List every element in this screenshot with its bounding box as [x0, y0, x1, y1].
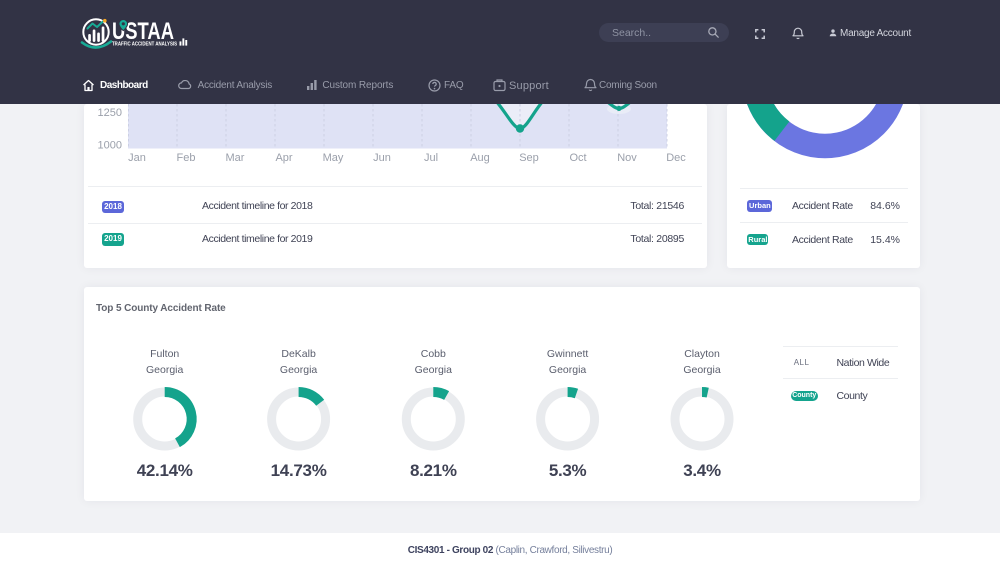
svg-text:Apr: Apr [275, 152, 292, 164]
svg-text:1000: 1000 [98, 140, 122, 152]
svg-text:Oct: Oct [569, 152, 586, 164]
svg-text:Feb: Feb [177, 152, 196, 164]
svg-text:Nov: Nov [617, 152, 637, 164]
svg-text:Jan: Jan [128, 152, 146, 164]
svg-text:Mar: Mar [226, 152, 245, 164]
svg-text:Jul: Jul [424, 152, 438, 164]
svg-text:TRAFFIC ACCIDENT ANALYSIS: TRAFFIC ACCIDENT ANALYSIS [112, 42, 177, 48]
svg-text:1250: 1250 [98, 107, 122, 119]
svg-text:Sep: Sep [519, 152, 539, 164]
svg-text:May: May [323, 152, 344, 164]
svg-text:Jun: Jun [373, 152, 391, 164]
svg-text:Dec: Dec [666, 152, 686, 164]
svg-text:Aug: Aug [470, 152, 490, 164]
